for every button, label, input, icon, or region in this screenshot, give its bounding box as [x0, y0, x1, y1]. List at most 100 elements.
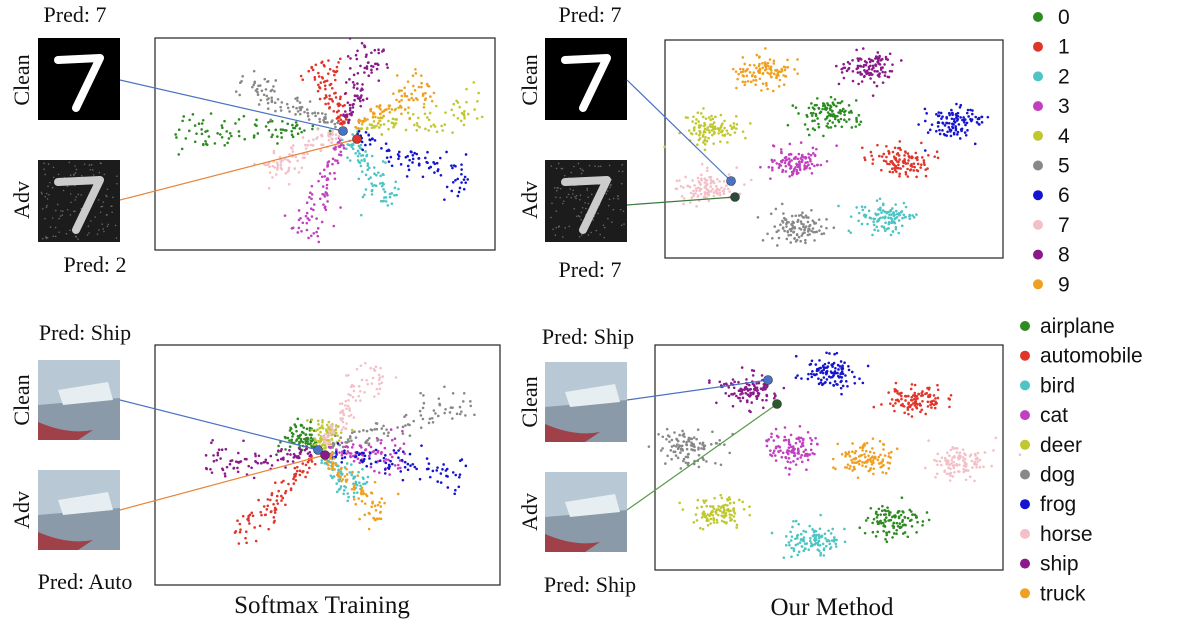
embedding-point: [875, 511, 878, 514]
embedding-point: [346, 500, 349, 503]
embedding-point: [933, 394, 936, 397]
embedding-point: [359, 399, 362, 402]
embedding-point: [299, 113, 302, 116]
embedding-point: [347, 122, 350, 125]
embedding-point: [913, 392, 916, 395]
embedding-point: [704, 445, 707, 448]
embedding-point: [808, 525, 811, 528]
embedding-point: [212, 454, 215, 457]
embedding-point: [871, 447, 874, 450]
embedding-point: [895, 382, 898, 385]
embedding-point: [810, 443, 813, 446]
embedding-point: [713, 508, 716, 511]
embedding-point: [728, 452, 731, 455]
embedding-point: [301, 78, 304, 81]
embedding-point: [364, 502, 367, 505]
embedding-point: [875, 535, 878, 538]
embedding-point: [924, 467, 927, 470]
embedding-point: [916, 521, 919, 524]
embedding-point: [696, 143, 699, 146]
embedding-point: [269, 119, 272, 122]
embedding-point: [260, 99, 263, 102]
embedding-point: [704, 128, 707, 131]
embedding-point: [263, 93, 266, 96]
embedding-point: [678, 434, 681, 437]
embedding-point: [364, 454, 367, 457]
embedding-point: [360, 488, 363, 491]
embedding-point: [401, 95, 404, 98]
embedding-point: [412, 99, 415, 102]
embedding-point: [914, 152, 917, 155]
embedding-point: [334, 92, 337, 95]
embedding-point: [255, 540, 258, 543]
embedding-point: [933, 155, 936, 158]
embedding-point: [290, 427, 293, 430]
embedding-point: [413, 466, 416, 469]
embedding-point: [451, 417, 454, 420]
embedding-point: [894, 402, 897, 405]
embedding-point: [858, 377, 861, 380]
embedding-point: [285, 490, 288, 493]
noise-speck: [103, 231, 105, 233]
embedding-point: [259, 511, 262, 514]
embedding-point: [350, 112, 353, 115]
embedding-point: [878, 75, 881, 78]
noise-speck: [102, 228, 104, 230]
embedding-point: [935, 130, 938, 133]
embedding-point: [911, 157, 914, 160]
embedding-point: [286, 170, 289, 173]
embedding-point: [937, 157, 940, 160]
embedding-point: [852, 70, 855, 73]
noise-speck: [603, 237, 605, 239]
embedding-point: [337, 61, 340, 64]
embedding-point: [315, 231, 318, 234]
embedding-point: [194, 140, 197, 143]
embedding-point: [351, 133, 354, 136]
embedding-point: [423, 402, 426, 405]
embedding-point: [876, 531, 879, 534]
embedding-point: [904, 151, 907, 154]
embedding-point: [208, 135, 211, 138]
embedding-point: [336, 66, 339, 69]
embedding-point: [452, 471, 455, 474]
embedding-point: [738, 397, 741, 400]
embedding-point: [762, 239, 765, 242]
noise-speck: [97, 233, 99, 235]
embedding-point: [864, 60, 867, 63]
embedding-point: [367, 74, 370, 77]
embedding-point: [802, 549, 805, 552]
embedding-point: [436, 466, 439, 469]
noise-speck: [589, 165, 591, 167]
embedding-point: [816, 164, 819, 167]
embedding-point: [399, 447, 402, 450]
embedding-point: [791, 224, 794, 227]
embedding-point: [992, 449, 995, 452]
embedding-point: [903, 411, 906, 414]
legend-swatch: [1020, 410, 1030, 420]
embedding-point: [356, 491, 359, 494]
embedding-point: [298, 106, 301, 109]
embedding-point: [957, 456, 960, 459]
embedding-point: [869, 507, 872, 510]
embedding-point: [824, 537, 827, 540]
noise-speck: [580, 195, 582, 197]
embedding-point: [824, 381, 827, 384]
embedding-point: [770, 69, 773, 72]
embedding-point: [681, 195, 684, 198]
embedding-point: [657, 433, 660, 436]
caption: Softmax Training: [234, 592, 410, 619]
noise-speck: [47, 198, 49, 200]
embedding-point: [825, 545, 828, 548]
embedding-point: [802, 530, 805, 533]
embedding-point: [705, 460, 708, 463]
embedding-point: [777, 436, 780, 439]
embedding-point: [817, 107, 820, 110]
embedding-point: [353, 460, 356, 463]
embedding-point: [855, 68, 858, 71]
embedding-point: [974, 116, 977, 119]
embedding-point: [911, 525, 914, 528]
embedding-point: [929, 404, 932, 407]
embedding-point: [407, 80, 410, 83]
embedding-point: [911, 408, 914, 411]
embedding-point: [294, 113, 297, 116]
